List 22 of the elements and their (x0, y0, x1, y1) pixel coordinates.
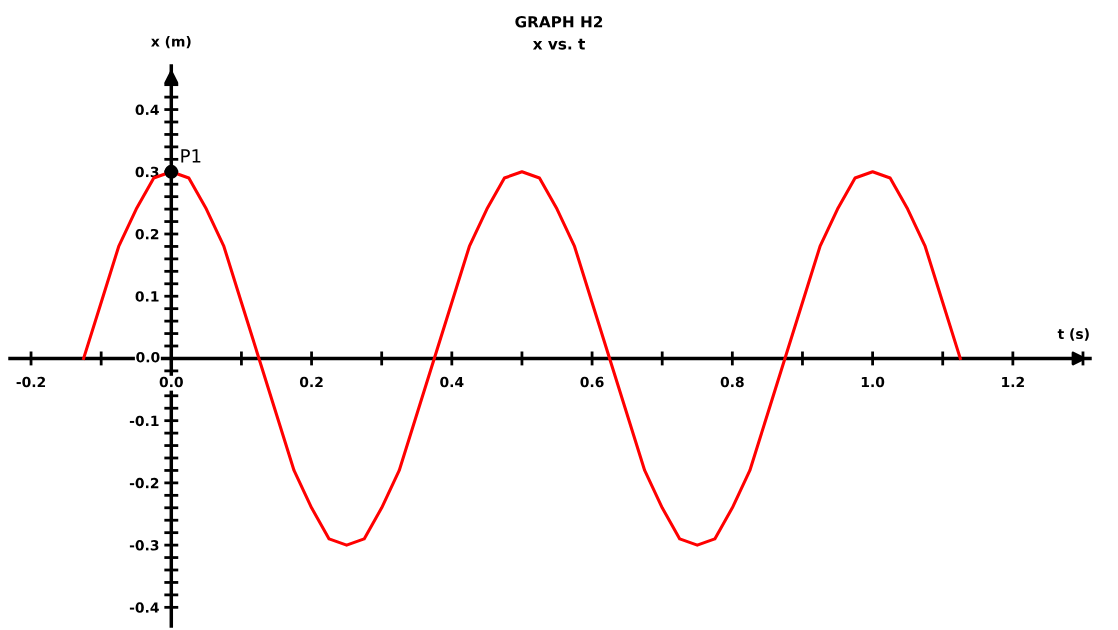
y-tick-label: 0.2 (135, 228, 159, 240)
y-tick-label: -0.1 (129, 415, 159, 427)
chart-subtitle: x vs. t (532, 38, 585, 50)
y-tick-label: -0.3 (129, 540, 159, 551)
x-tick-label: 0.0 (159, 376, 183, 388)
chart-title: GRAPH H2 (515, 16, 603, 28)
x-axis-title: t (s) (1057, 328, 1089, 341)
x-tick-label: 1.2 (1002, 376, 1024, 388)
y-tick-label: -0.2 (129, 477, 159, 489)
series-label: P1 (181, 149, 201, 163)
x-tick-label: 0.2 (299, 376, 323, 388)
y-tick-label: 0.4 (135, 104, 159, 116)
x-tick-label: 0.4 (440, 376, 464, 388)
x-tick-label: 1.0 (861, 376, 885, 388)
x-tick-label: 0.8 (720, 376, 744, 388)
y-axis-title: x (m) (151, 35, 191, 49)
y-tick-label: 0.0 (136, 351, 160, 363)
y-tick-label: 0.1 (135, 291, 159, 302)
x-tick-label: -0.2 (16, 376, 46, 388)
x-tick-label: 0.6 (580, 376, 604, 388)
y-tick-label: -0.4 (129, 602, 159, 613)
y-tick-label: 0.3 (135, 166, 159, 178)
